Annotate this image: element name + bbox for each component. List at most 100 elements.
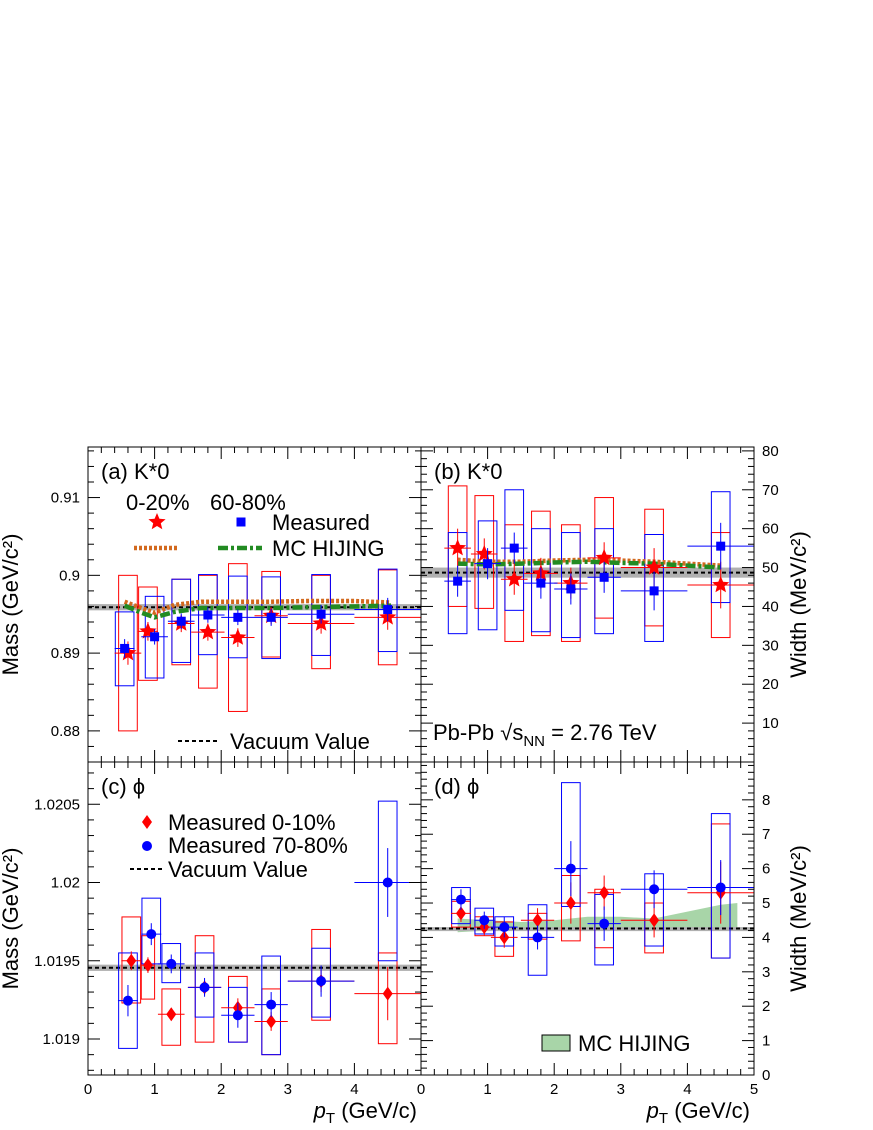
mc-hijing-line [123,603,392,620]
x-tick-label: 5 [750,1081,758,1098]
legend-vacuum: Vacuum Value [230,729,370,754]
diamond-marker [142,958,153,973]
panel-label: (a) K*0 [101,459,169,484]
diamond-marker [532,913,543,928]
star-marker [595,548,613,566]
square-marker [266,612,276,622]
star-marker [148,513,166,530]
x-tick-label: 1 [483,1081,491,1098]
diamond-marker [565,896,576,911]
square-marker [236,517,246,527]
y-tick-label: 6 [762,861,770,878]
legend-mc-hijing-band: MC HIJING [578,1031,690,1056]
systematic-box [531,528,551,633]
y-tick-label: 0.9 [59,567,80,584]
circle-marker [599,918,610,929]
legend-measured: Measured [272,510,370,535]
circle-marker [565,863,576,874]
x-title-unit: (GeV/c) [668,1098,750,1123]
x-tick-label: 3 [617,1081,625,1098]
x-tick-label: 2 [550,1081,558,1098]
panel-label: (d) ϕ [434,774,479,799]
vacuum-band [421,927,754,932]
square-marker [566,584,576,594]
systematic-box [311,574,331,656]
y-tick-label: 0 [762,1067,770,1084]
square-marker [203,610,213,620]
line-layer [123,557,721,620]
legend-measured-central: Measured 0-10% [168,810,336,835]
x-title-main: p [646,1098,659,1123]
diamond-marker [599,885,610,900]
x-title-unit: (GeV/c) [335,1098,417,1123]
circle-marker [122,995,133,1006]
systematic-box [474,495,495,609]
diamond-marker [382,986,393,1001]
point-layer [114,522,754,1031]
circle-marker [316,976,327,987]
diamond-marker [166,1007,177,1022]
circle-marker [266,999,277,1010]
diamond-marker [266,1014,277,1029]
y-tick-label: 1 [762,1033,770,1050]
y-tick-label: 5 [762,895,770,912]
systematic-box [377,952,398,1045]
y-tick-label: 0.89 [51,645,80,662]
y-tick-label: 8 [762,792,770,809]
star-marker [449,539,467,556]
y-tick-label: 1.02 [51,875,80,892]
systematic-box [594,528,614,635]
square-marker [536,578,546,588]
y-tick-label: 1.0195 [34,953,80,970]
circle-marker [382,877,393,888]
diamond-marker [126,953,137,968]
y-tick-label: 7 [762,826,770,843]
circle-marker [146,929,157,940]
circle-marker [455,894,466,905]
systematic-box [161,943,182,984]
x-tick-label: 1 [150,1081,158,1098]
y-tick-label: 70 [762,482,779,499]
star-marker [645,558,663,575]
square-marker [233,612,243,622]
legend-vacuum: Vacuum Value [168,857,308,882]
diamond-marker [649,913,660,928]
systematic-box [477,520,498,631]
x-title-sub: T [659,1110,668,1127]
y-tick-label: 40 [762,598,779,615]
x-tick-label: 2 [217,1081,225,1098]
square-marker [509,543,519,553]
y-axis-title: Width (MeV/c²) [786,531,811,678]
systematic-box [504,489,525,611]
mc-hijing-band [457,903,738,933]
systematic-box [527,904,548,976]
energy-text: Pb-Pb √s [433,720,523,745]
panel-frame [87,761,422,1076]
systematic-box [261,955,281,1056]
energy-value: = 2.76 TeV [545,720,657,745]
square-marker [120,643,130,653]
star-marker [199,623,217,640]
star-marker [139,622,157,639]
systematic-box [710,813,731,959]
square-marker [316,609,326,619]
y-axis-title: Mass (GeV/c²) [0,534,23,676]
x-axis-title: pT (GeV/c) [313,1098,417,1127]
square-marker [483,559,493,569]
systematic-box [451,887,471,925]
circle-marker [199,982,210,993]
energy-sub: NN [523,733,545,750]
y-tick-label: 1.0205 [34,796,80,813]
y-axis-title: Mass (GeV/c²) [0,848,23,990]
mc-hijing-line [457,559,721,570]
circle-marker [166,958,177,969]
x-tick-label: 3 [284,1081,292,1098]
y-tick-label: 60 [762,521,779,538]
systematic-box [644,534,664,642]
x-title-sub: T [326,1110,335,1127]
y-tick-label: 10 [762,715,779,732]
panel-label: (c) ϕ [101,774,145,799]
square-marker [176,616,186,626]
y-axis-title: Width (MeV/c²) [786,845,811,992]
